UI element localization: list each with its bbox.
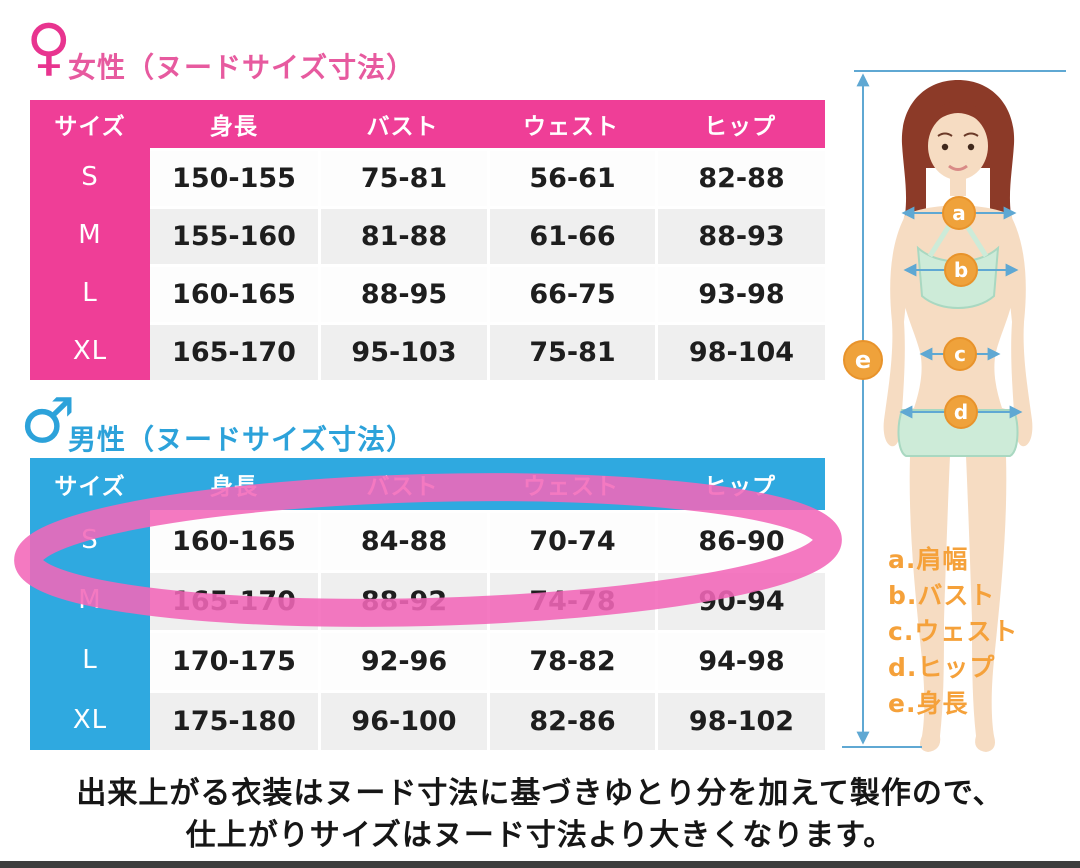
column-header-size: サイズ: [30, 458, 150, 510]
female-symbol-icon: ♀: [26, 10, 72, 83]
cell-height: 150-155: [150, 148, 318, 206]
size-label: XL: [30, 322, 150, 380]
size-label: M: [30, 206, 150, 264]
footnote-line-1: 出来上がる衣装はヌード寸法に基づきゆとり分を加えて製作ので、: [76, 776, 1004, 811]
marker-a-shoulder: a: [942, 196, 976, 230]
legend-shoulder-width: a.肩幅: [888, 545, 969, 574]
table-row: L 160-165 88-95 66-75 93-98: [30, 264, 825, 322]
column-header-bust: バスト: [318, 100, 487, 148]
cell-bust: 88-95: [318, 264, 487, 322]
male-section-title: 男性（ヌードサイズ寸法）: [68, 423, 416, 456]
table-row: M 155-160 81-88 61-66 88-93: [30, 206, 825, 264]
table-row: M 165-170 88-92 74-78 90-94: [30, 570, 825, 630]
male-table-header-row: サイズ 身長 バスト ウェスト ヒップ: [30, 458, 825, 510]
female-table-header-row: サイズ 身長 バスト ウェスト ヒップ: [30, 100, 825, 148]
column-header-size: サイズ: [30, 100, 150, 148]
table-row: XL 175-180 96-100 82-86 98-102: [30, 690, 825, 750]
column-header-hip: ヒップ: [655, 100, 825, 148]
size-label: L: [30, 630, 150, 690]
male-size-table: サイズ 身長 バスト ウェスト ヒップ S 160-165 84-88 70-7…: [30, 458, 825, 750]
cell-bust: 96-100: [318, 690, 487, 750]
cell-hip: 98-102: [655, 690, 825, 750]
marker-c-waist: c: [943, 337, 977, 371]
cell-bust: 84-88: [318, 510, 487, 570]
size-label: S: [30, 510, 150, 570]
footnote-line-2: 仕上がりサイズはヌード寸法より大きくなります。: [185, 818, 895, 853]
cell-hip: 90-94: [655, 570, 825, 630]
cell-waist: 82-86: [487, 690, 655, 750]
cell-hip: 88-93: [655, 206, 825, 264]
table-row: XL 165-170 95-103 75-81 98-104: [30, 322, 825, 380]
size-label: S: [30, 148, 150, 206]
cell-hip: 94-98: [655, 630, 825, 690]
cell-height: 160-165: [150, 510, 318, 570]
cell-bust: 88-92: [318, 570, 487, 630]
column-header-bust: バスト: [318, 458, 487, 510]
cell-waist: 70-74: [487, 510, 655, 570]
column-header-height: 身長: [150, 100, 318, 148]
cell-height: 155-160: [150, 206, 318, 264]
female-size-table: サイズ 身長 バスト ウェスト ヒップ S 150-155 75-81 56-6…: [30, 100, 825, 380]
woman-figure-illustration: [842, 70, 1066, 752]
cell-height: 170-175: [150, 630, 318, 690]
size-label: XL: [30, 690, 150, 750]
cell-bust: 92-96: [318, 630, 487, 690]
legend-hip: d.ヒップ: [888, 653, 996, 682]
cell-waist: 75-81: [487, 322, 655, 380]
marker-b-bust: b: [944, 253, 978, 287]
cell-bust: 75-81: [318, 148, 487, 206]
cell-height: 165-170: [150, 322, 318, 380]
size-label: M: [30, 570, 150, 630]
legend-height: e.身長: [888, 689, 969, 718]
cell-hip: 82-88: [655, 148, 825, 206]
cell-waist: 61-66: [487, 206, 655, 264]
legend-bust: b.バスト: [888, 581, 996, 610]
cell-height: 165-170: [150, 570, 318, 630]
cell-hip: 86-90: [655, 510, 825, 570]
marker-d-hip: d: [944, 395, 978, 429]
column-header-waist: ウェスト: [487, 458, 655, 510]
cell-waist: 74-78: [487, 570, 655, 630]
cell-bust: 81-88: [318, 206, 487, 264]
cell-hip: 93-98: [655, 264, 825, 322]
column-header-height: 身長: [150, 458, 318, 510]
table-row-highlighted: S 160-165 84-88 70-74 86-90: [30, 510, 825, 570]
bikini-bottom: [897, 409, 1019, 457]
cell-height: 160-165: [150, 264, 318, 322]
size-label: L: [30, 264, 150, 322]
bottom-divider-band: [0, 861, 1080, 868]
cell-waist: 66-75: [487, 264, 655, 322]
female-section-title: 女性（ヌードサイズ寸法）: [68, 51, 416, 84]
table-row: S 150-155 75-81 56-61 82-88: [30, 148, 825, 206]
cell-height: 175-180: [150, 690, 318, 750]
table-row: L 170-175 92-96 78-82 94-98: [30, 630, 825, 690]
male-symbol-icon: ♂: [20, 384, 76, 457]
cell-bust: 95-103: [318, 322, 487, 380]
column-header-waist: ウェスト: [487, 100, 655, 148]
cell-hip: 98-104: [655, 322, 825, 380]
legend-waist: c.ウェスト: [888, 617, 1019, 646]
cell-waist: 56-61: [487, 148, 655, 206]
cell-waist: 78-82: [487, 630, 655, 690]
column-header-hip: ヒップ: [655, 458, 825, 510]
marker-e-height: e: [843, 340, 883, 380]
